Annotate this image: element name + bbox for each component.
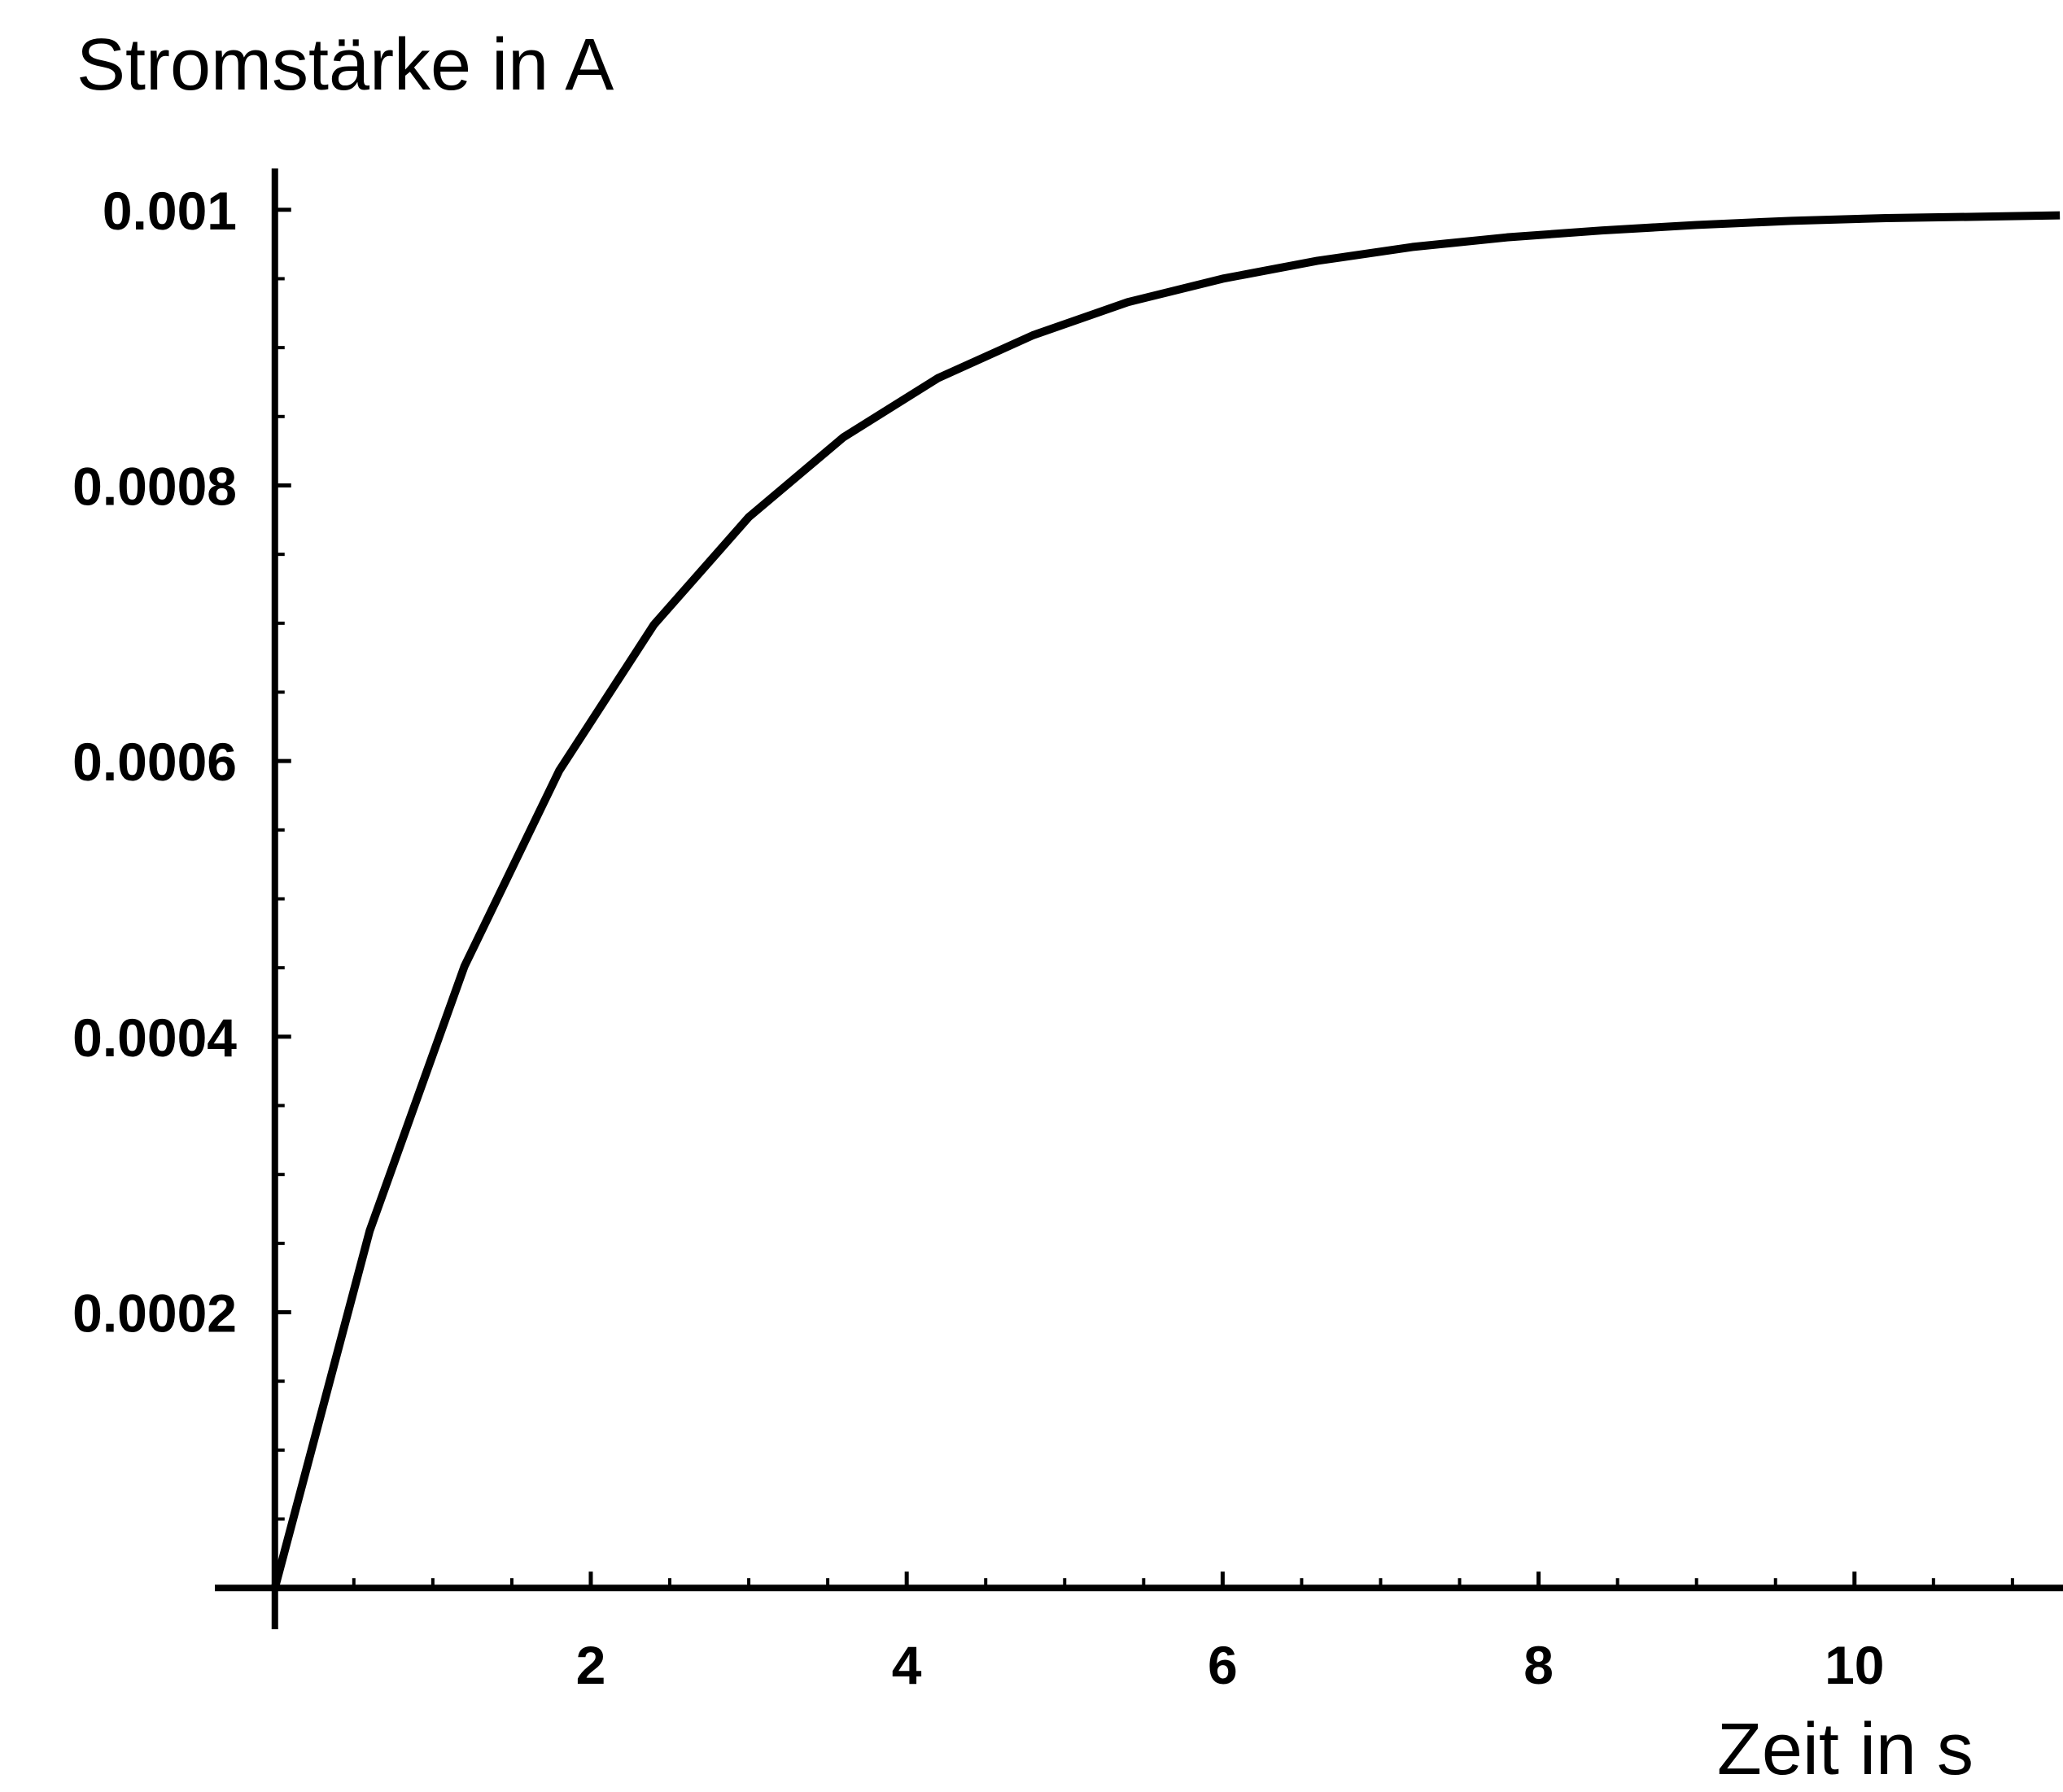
- x-tick-label: 2: [576, 1635, 606, 1695]
- y-tick-label: 0.0006: [72, 732, 237, 792]
- y-tick-label: 0.001: [103, 181, 237, 241]
- y-tick-label: 0.0004: [72, 1007, 237, 1068]
- y-tick-label: 0.0008: [72, 456, 237, 516]
- x-axis-title: Zeit in s: [1717, 1709, 1973, 1790]
- data-line: [270, 211, 2061, 1589]
- x-tick-label: 10: [1825, 1635, 1884, 1695]
- x-tick-label: 4: [892, 1635, 922, 1695]
- x-tick-label: 8: [1523, 1635, 1554, 1695]
- y-axis-title: Stromstärke in A: [76, 24, 614, 106]
- x-tick-label: 6: [1208, 1635, 1238, 1695]
- y-tick-label: 0.0002: [72, 1283, 237, 1344]
